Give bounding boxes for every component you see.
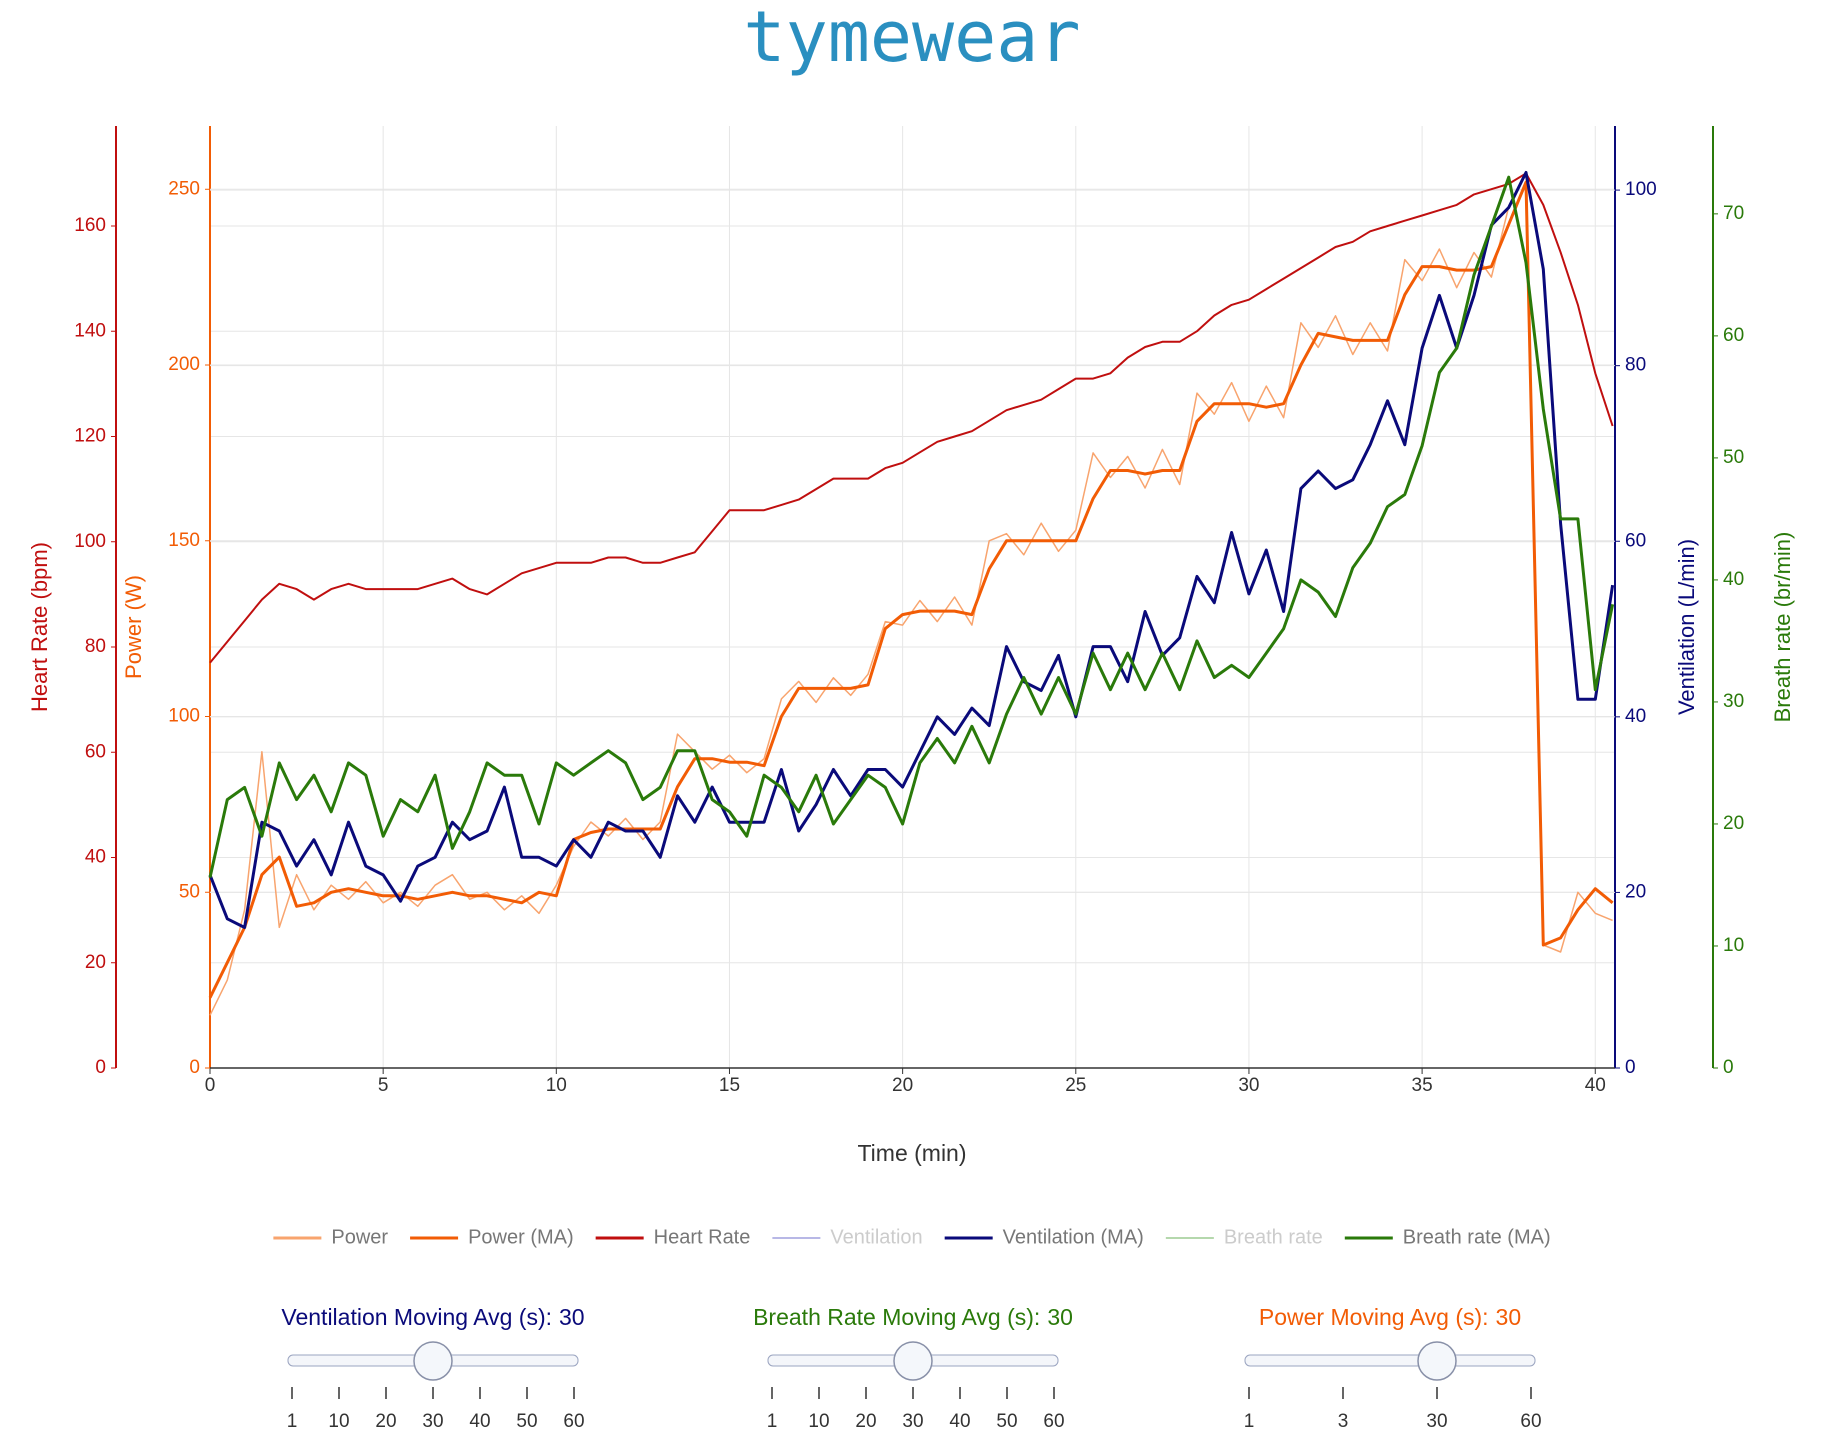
y-tick-label: 40: [85, 847, 106, 868]
slider-tick-label: 50: [996, 1411, 1017, 1432]
slider-thumb[interactable]: [413, 1341, 453, 1381]
slider-label: Ventilation Moving Avg (s): 30: [281, 1304, 584, 1330]
y-tick-label: 80: [85, 636, 106, 657]
legend-label[interactable]: Ventilation: [830, 1226, 922, 1248]
slider-tick-label: 30: [1426, 1411, 1447, 1432]
y-tick-label: 100: [168, 706, 200, 727]
legend-label[interactable]: Breath rate (MA): [1403, 1226, 1551, 1248]
y-tick-label: 20: [1723, 813, 1744, 834]
series-line: [208, 171, 1615, 929]
y-tick-label: 20: [85, 952, 106, 973]
x-tick-label: 20: [892, 1075, 913, 1096]
slider-thumb[interactable]: [893, 1341, 933, 1381]
y-axis-label: Power (W): [121, 575, 146, 679]
slider-tick-label: 10: [808, 1411, 829, 1432]
y-tick-label: 0: [189, 1057, 200, 1078]
slider-tick-label: 60: [1043, 1411, 1064, 1432]
series-line: [208, 180, 1614, 999]
y-tick-label: 250: [168, 178, 200, 199]
slider-thumb[interactable]: [1417, 1341, 1457, 1381]
y-tick-label: 60: [1723, 325, 1744, 346]
y-axis-label: Breath rate (br/min): [1770, 532, 1795, 723]
y-tick-label: 10: [1723, 935, 1744, 956]
slider-label: Breath Rate Moving Avg (s): 30: [753, 1304, 1073, 1330]
y-tick-label: 140: [74, 320, 106, 341]
legend-label[interactable]: Breath rate: [1224, 1226, 1323, 1248]
y-tick-label: 150: [168, 530, 200, 551]
legend-label[interactable]: Heart Rate: [654, 1226, 751, 1248]
x-tick-label: 5: [378, 1075, 389, 1096]
y-tick-label: 200: [168, 354, 200, 375]
slider-tick-label: 20: [855, 1411, 876, 1432]
slider-tick-label: 1: [1244, 1411, 1255, 1432]
y-axis-label: Ventilation (L/min): [1674, 539, 1699, 715]
slider-tick-label: 40: [949, 1411, 970, 1432]
slider-title: Power Moving Avg (s):: [1259, 1304, 1489, 1330]
slider-tick-label: 3: [1338, 1411, 1349, 1432]
x-tick-label: 35: [1412, 1075, 1433, 1096]
x-tick-label: 10: [546, 1075, 567, 1096]
slider-tick-label: 20: [375, 1411, 396, 1432]
legend: Power Power (MA) Heart Rate Ventilation Vent…: [273, 1226, 1551, 1248]
legend-label[interactable]: Power: [331, 1226, 388, 1248]
slider-tick-label: 60: [1520, 1411, 1541, 1432]
x-tick-label: 15: [719, 1075, 740, 1096]
slider-tick-label: 30: [902, 1411, 923, 1432]
slider-tick-label: 50: [516, 1411, 537, 1432]
series-line: [208, 175, 1615, 878]
slider-value: 30: [1047, 1304, 1073, 1330]
y-tick-label: 100: [1625, 179, 1657, 200]
x-tick-label: 25: [1065, 1075, 1086, 1096]
series-line: [209, 172, 1614, 664]
x-axis-label: Time (min): [857, 1140, 966, 1166]
chart-title: tymewear: [743, 0, 1080, 78]
slider-tick-label: 1: [767, 1411, 778, 1432]
y-tick-label: 40: [1723, 569, 1744, 590]
y-tick-label: 80: [1625, 355, 1646, 376]
slider-value: 30: [1496, 1304, 1522, 1330]
y-tick-label: 160: [74, 215, 106, 236]
y-tick-label: 60: [85, 741, 106, 762]
y-tick-label: 100: [74, 531, 106, 552]
slider-tick-label: 1: [287, 1411, 298, 1432]
x-tick-label: 30: [1238, 1075, 1259, 1096]
legend-label[interactable]: Ventilation (MA): [1003, 1226, 1144, 1248]
slider-tick-label: 30: [422, 1411, 443, 1432]
slider-title: Breath Rate Moving Avg (s):: [753, 1304, 1040, 1330]
y-tick-label: 50: [1723, 447, 1744, 468]
y-tick-label: 120: [74, 426, 106, 447]
slider-title: Ventilation Moving Avg (s):: [281, 1304, 552, 1330]
y-tick-label: 0: [1625, 1057, 1636, 1078]
legend-label[interactable]: Power (MA): [468, 1226, 574, 1248]
y-tick-label: 20: [1625, 881, 1646, 902]
slider-tick-label: 10: [328, 1411, 349, 1432]
slider-tick-label: 40: [469, 1411, 490, 1432]
x-tick-label: 40: [1585, 1075, 1606, 1096]
y-tick-label: 70: [1723, 203, 1744, 224]
slider-label: Power Moving Avg (s): 30: [1259, 1304, 1521, 1330]
y-tick-label: 50: [179, 881, 200, 902]
y-axis-label: Heart Rate (bpm): [27, 542, 52, 712]
slider-value: 30: [559, 1304, 585, 1330]
x-tick-label: 0: [205, 1075, 216, 1096]
y-tick-label: 40: [1625, 706, 1646, 727]
y-tick-label: 0: [1723, 1057, 1734, 1078]
y-tick-label: 0: [95, 1057, 106, 1078]
y-tick-label: 60: [1625, 530, 1646, 551]
slider-track[interactable]: [1244, 1354, 1536, 1367]
y-tick-label: 30: [1723, 691, 1744, 712]
slider-tick-label: 60: [563, 1411, 584, 1432]
